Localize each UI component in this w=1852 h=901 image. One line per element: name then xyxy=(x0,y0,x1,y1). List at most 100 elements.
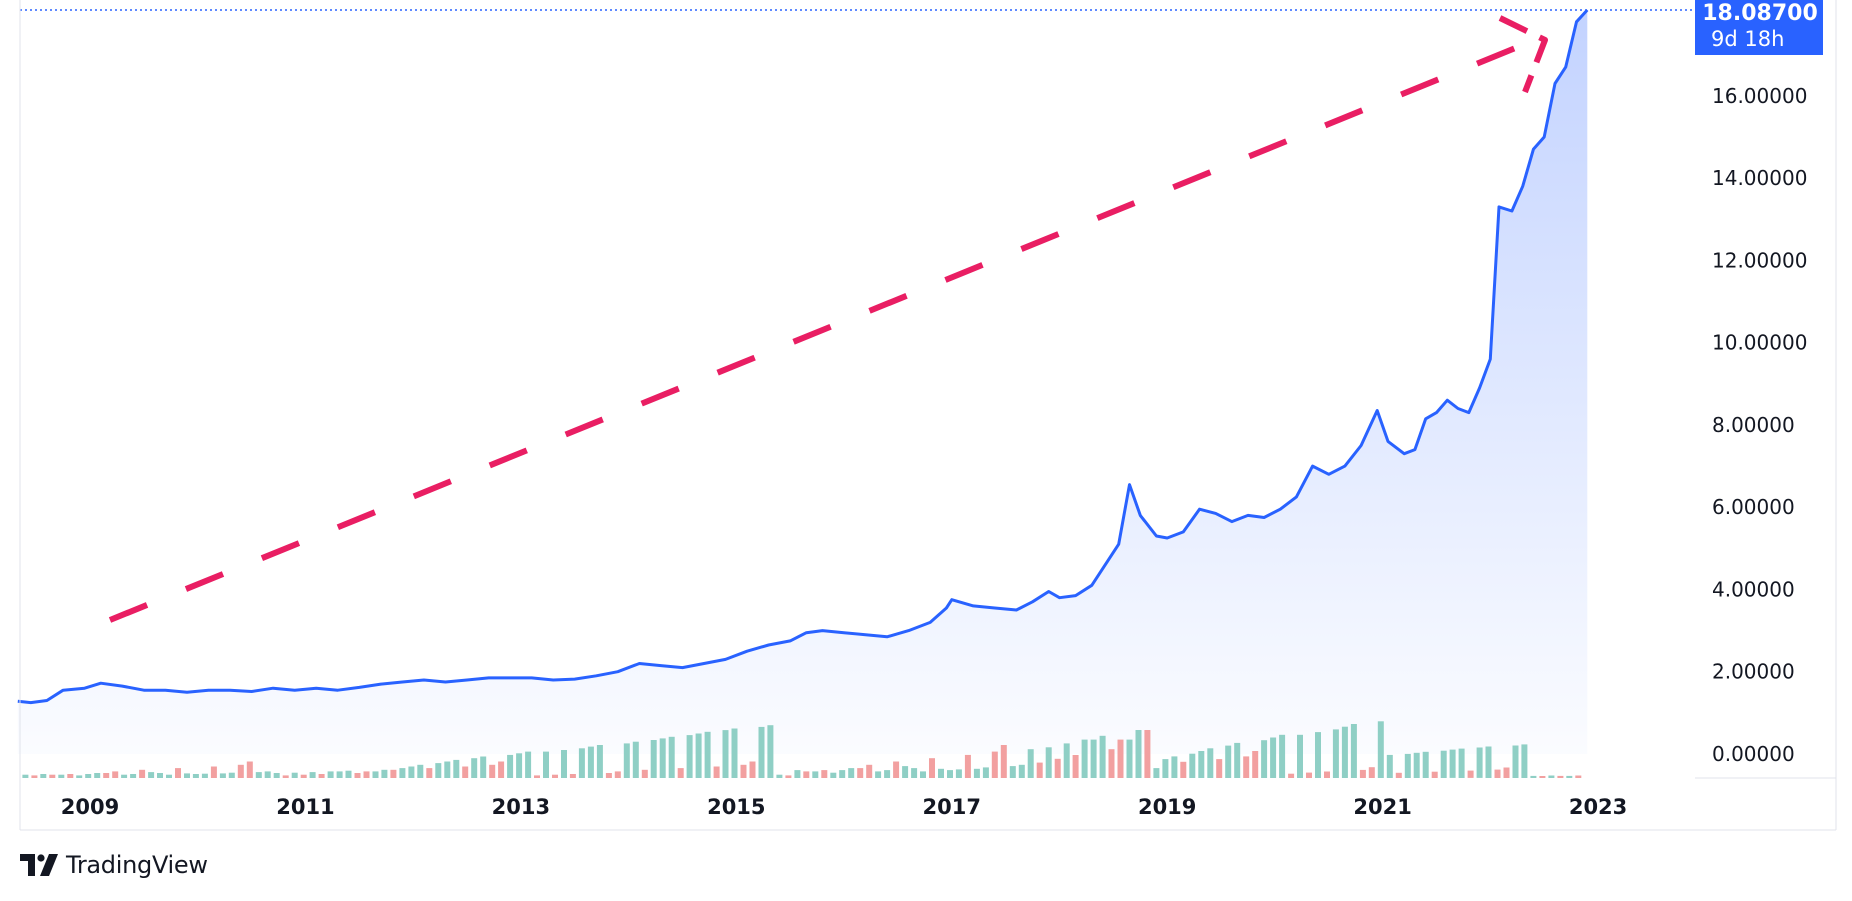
volume-bar xyxy=(803,771,810,778)
volume-bar xyxy=(722,730,729,778)
y-tick-label: 6.00000 xyxy=(1712,495,1795,519)
volume-bar xyxy=(920,771,926,778)
x-tick-label: 2009 xyxy=(61,795,119,819)
volume-bar xyxy=(94,773,101,778)
volume-bar xyxy=(1153,768,1160,778)
volume-bar xyxy=(219,773,226,778)
volume-bar xyxy=(1180,761,1187,778)
price-axis-panel[interactable] xyxy=(1695,0,1852,778)
volume-bar xyxy=(641,769,648,779)
volume-bar xyxy=(1539,776,1546,778)
volume-bar xyxy=(453,759,460,779)
volume-bar xyxy=(596,745,603,778)
volume-bar xyxy=(1279,734,1286,778)
volume-bar xyxy=(112,771,119,778)
volume-bar xyxy=(929,758,935,778)
volume-bar xyxy=(1216,759,1223,778)
volume-bar xyxy=(426,768,433,778)
last-price-badge: 18.08700 9d 18h xyxy=(1695,0,1823,55)
x-tick-label: 2021 xyxy=(1353,795,1411,819)
volume-bar xyxy=(839,770,846,778)
volume-bar xyxy=(830,772,837,778)
y-tick-label: 14.00000 xyxy=(1712,166,1807,190)
brand-name: TradingView xyxy=(66,851,208,879)
volume-bar xyxy=(1386,754,1393,778)
volume-bar xyxy=(237,764,244,778)
volume-bar xyxy=(1099,735,1106,778)
volume-bar xyxy=(1225,745,1232,778)
volume-bar xyxy=(1315,732,1321,778)
volume-bars xyxy=(22,721,1582,779)
y-tick-label: 0.00000 xyxy=(1712,742,1795,766)
volume-bar xyxy=(318,774,325,778)
volume-bar xyxy=(1063,743,1070,778)
volume-bar xyxy=(1297,734,1303,778)
volume-bar xyxy=(1261,740,1268,778)
volume-bar xyxy=(1081,739,1088,778)
volume-bar xyxy=(381,769,388,779)
volume-bar xyxy=(480,756,487,778)
volume-bar xyxy=(1144,730,1151,778)
volume-bar xyxy=(130,774,137,778)
volume-bar xyxy=(309,772,316,778)
volume-bar xyxy=(866,764,873,778)
volume-bar xyxy=(848,768,855,778)
price-line xyxy=(17,8,1589,705)
volume-bar xyxy=(417,764,424,778)
volume-bar xyxy=(201,773,208,778)
volume-bar xyxy=(336,771,343,778)
volume-bar xyxy=(893,761,900,778)
volume-bar xyxy=(1288,773,1295,778)
volume-bar xyxy=(1009,766,1016,778)
volume-bar xyxy=(991,751,998,778)
volume-bar xyxy=(22,774,29,778)
volume-bar xyxy=(1054,758,1061,778)
volume-bar xyxy=(228,772,235,778)
volume-bar xyxy=(758,726,765,779)
volume-bar xyxy=(58,774,65,778)
volume-bar xyxy=(1485,746,1492,778)
volume-bar xyxy=(552,774,558,778)
volume-bar xyxy=(1449,749,1456,778)
y-tick-label: 8.00000 xyxy=(1712,413,1795,437)
volume-bar xyxy=(534,775,540,778)
volume-bar xyxy=(1198,751,1205,778)
volume-bar xyxy=(1467,770,1474,778)
volume-bar xyxy=(372,771,379,778)
volume-bar xyxy=(650,740,657,778)
volume-bar xyxy=(516,753,523,779)
volume-bar xyxy=(1252,751,1259,778)
volume-bar xyxy=(282,775,289,778)
volume-bar xyxy=(435,763,442,778)
volume-bar xyxy=(1045,747,1052,778)
volume-bar xyxy=(1440,750,1447,778)
volume-bar xyxy=(1234,742,1241,778)
volume-bar xyxy=(1207,748,1214,778)
volume-bar xyxy=(713,766,720,779)
trend-arrow-head xyxy=(1498,15,1548,94)
volume-bar xyxy=(731,728,738,778)
volume-bar xyxy=(740,764,747,778)
volume-bar xyxy=(246,761,253,778)
volume-bar xyxy=(103,773,110,778)
volume-bar xyxy=(1189,753,1196,778)
volume-bar xyxy=(767,725,774,778)
volume-bar xyxy=(695,733,702,779)
brand[interactable]: TradingView xyxy=(20,850,208,880)
volume-bar xyxy=(1072,755,1079,778)
volume-bar xyxy=(1395,772,1402,779)
volume-bar xyxy=(1494,769,1501,778)
volume-bar xyxy=(1306,772,1312,778)
time-axis-panel[interactable] xyxy=(20,778,1695,830)
volume-bar xyxy=(875,771,882,778)
volume-bar xyxy=(794,770,801,778)
volume-bar xyxy=(623,743,630,779)
x-tick-label: 2013 xyxy=(492,795,550,819)
volume-bar xyxy=(973,768,980,778)
volume-bar xyxy=(1458,748,1465,778)
volume-bar xyxy=(300,774,307,778)
y-tick-label: 12.00000 xyxy=(1712,248,1807,272)
volume-bar xyxy=(668,736,675,779)
volume-bar xyxy=(947,770,953,778)
